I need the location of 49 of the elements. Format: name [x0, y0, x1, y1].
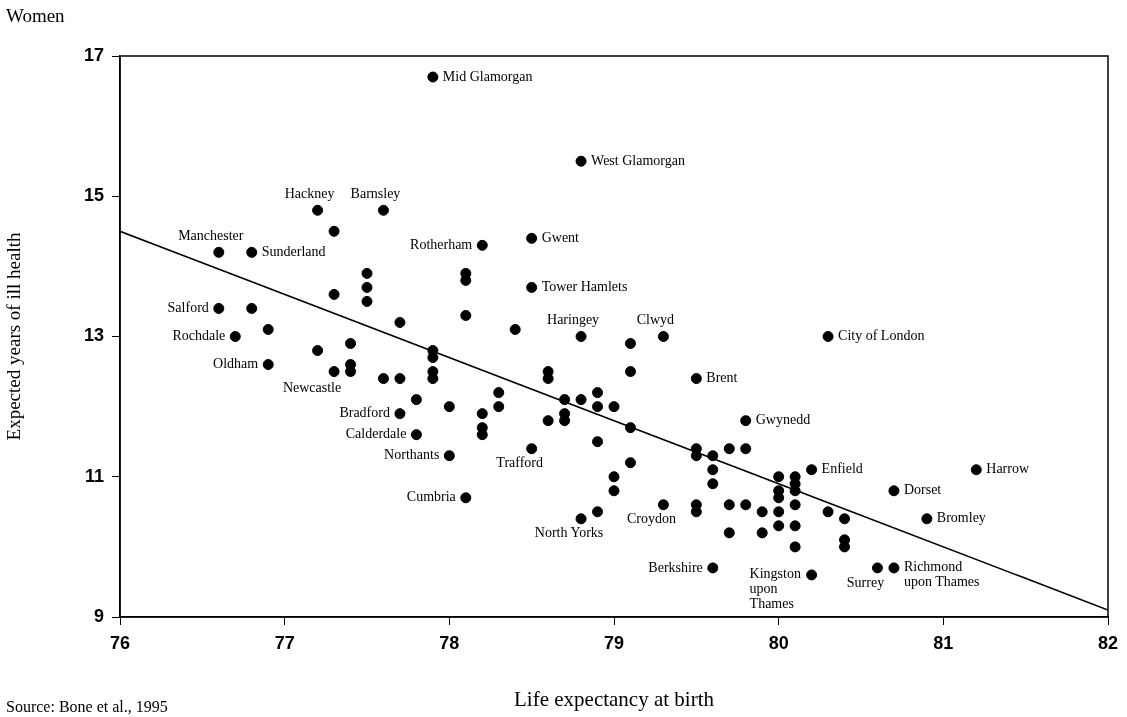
annotation: North Yorks — [534, 525, 604, 541]
annotation: Enfield — [821, 461, 863, 477]
y-tick-label: 9 — [93, 605, 104, 626]
annotation: Sunderland — [261, 244, 326, 260]
y-tick-label: 13 — [83, 325, 104, 346]
annotation: Rotherham — [410, 237, 473, 253]
y-tick-label: 17 — [83, 44, 104, 65]
annotation: Trafford — [496, 455, 543, 471]
annotation: Tower Hamlets — [541, 279, 628, 295]
x-tick-label: 78 — [439, 632, 460, 653]
annotation: Oldham — [213, 356, 259, 372]
annotation: West Glamorgan — [591, 152, 685, 168]
annotation: Dorset — [903, 482, 942, 498]
annotation: Surrey — [846, 574, 885, 590]
annotation: Berkshire — [648, 559, 703, 575]
annotation: Mid Glamorgan — [442, 68, 533, 84]
annotation: Haringey — [547, 312, 600, 328]
x-tick-label: 77 — [274, 632, 295, 653]
annotation: Hackney — [284, 185, 335, 201]
x-axis-title: Life expectancy at birth — [514, 686, 715, 711]
annotation: Rochdale — [172, 328, 226, 344]
annotation: Newcastle — [282, 380, 342, 396]
annotation: Kingston upon Thames — [749, 565, 801, 611]
x-tick-label: 76 — [109, 632, 131, 653]
annotation: Calderdale — [345, 426, 407, 442]
annotation: Bradford — [339, 405, 390, 421]
annotation: Salford — [167, 300, 209, 316]
annotation: Manchester — [178, 228, 244, 244]
source-note: Source: Bone et al., 1995 — [6, 698, 168, 716]
annotation: Gwent — [541, 230, 580, 245]
annotation: Harrow — [986, 461, 1030, 477]
x-tick-label: 80 — [768, 632, 789, 653]
annotation: Croydon — [626, 511, 676, 527]
annotation: Brent — [706, 370, 738, 386]
annotation: Clwyd — [636, 312, 675, 328]
annotation: City of London — [838, 328, 925, 344]
annotation: Barnsley — [350, 185, 401, 201]
annotation: Cumbria — [406, 489, 457, 505]
y-tick-label: 11 — [84, 465, 104, 486]
annotation: Richmond upon Thames — [903, 558, 980, 589]
x-tick-label: 82 — [1097, 632, 1119, 653]
annotation: Bromley — [936, 510, 986, 526]
annotation: Northants — [384, 447, 440, 463]
chart-title: Women — [6, 5, 66, 27]
x-tick-label: 81 — [933, 632, 954, 653]
annotation: Gwynedd — [755, 412, 811, 428]
y-axis-title: Expected years of ill health — [3, 232, 25, 441]
y-tick-label: 15 — [83, 185, 104, 206]
x-tick-label: 79 — [603, 632, 625, 653]
